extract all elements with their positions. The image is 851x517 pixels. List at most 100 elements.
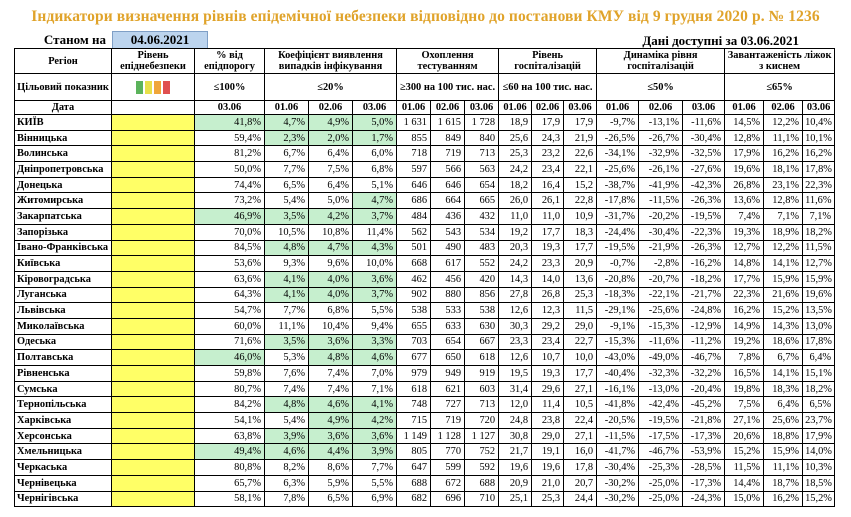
hosp-level-cell: 24,3	[531, 129, 565, 147]
detection-cell: 3,7%	[351, 286, 398, 304]
level-cell	[111, 412, 195, 429]
hosp-level-cell: 20,9	[563, 255, 598, 272]
hosp-level-cell: 23,2	[531, 145, 565, 163]
detection-cell: 1,7%	[351, 129, 398, 147]
testing-cell: 566	[430, 161, 466, 178]
date-pct: 03.06	[194, 100, 265, 115]
level-cell	[111, 114, 195, 131]
level-cell	[111, 474, 195, 492]
date-oxy-3: 03.06	[802, 100, 836, 115]
detection-cell: 10,5%	[264, 223, 309, 241]
date-level-empty	[111, 100, 195, 115]
detection-cell: 7,5%	[308, 161, 353, 178]
region-name: Вінницька	[14, 129, 112, 147]
detection-cell: 5,1%	[351, 176, 398, 194]
testing-cell: 432	[464, 208, 500, 225]
detection-cell: 5,4%	[264, 412, 309, 429]
header-row-dates: Дата 03.06 01.06 02.06 03.06 01.06 02.06…	[14, 100, 836, 115]
hosp-level-cell: 22,7	[563, 333, 598, 351]
hosp-dynamics-cell: -21,7%	[682, 286, 726, 304]
detection-cell: 3,7%	[351, 208, 398, 225]
table-row: Житомирська 73,2% 5,4% 5,0% 4,7% 686 664 665 26,…	[14, 192, 836, 210]
oxygen-cell: 6,4%	[763, 396, 804, 414]
detection-cell: 4,6%	[308, 396, 353, 414]
detection-cell: 6,4%	[308, 176, 353, 194]
hosp-level-cell: 25,3	[531, 490, 565, 508]
oxygen-cell: 17,9%	[724, 145, 765, 163]
level-swatch	[163, 80, 170, 94]
oxygen-cell: 7,1%	[802, 208, 836, 225]
table-row: Київська 53,6% 9,3% 9,6% 10,0% 668 617 552 24,2 2…	[14, 255, 836, 272]
detection-cell: 10,8%	[308, 223, 353, 241]
oxygen-cell: 10,1%	[802, 129, 836, 147]
oxygen-cell: 11,6%	[802, 192, 836, 210]
oxygen-cell: 14,3%	[763, 317, 804, 335]
hosp-level-cell: 29,6	[531, 380, 565, 398]
hosp-level-cell: 26,0	[498, 192, 533, 210]
hosp-level-cell: 24,8	[498, 412, 533, 429]
detection-cell: 6,5%	[264, 176, 309, 194]
oxygen-cell: 25,6%	[763, 412, 804, 429]
header-row-titles: Регіон Рівень епіднебезпеки % від епідпо…	[14, 48, 836, 74]
detection-cell: 8,6%	[308, 459, 353, 476]
oxygen-cell: 12,2%	[763, 239, 804, 257]
hosp-dynamics-cell: -18,2%	[682, 270, 726, 288]
testing-cell: 919	[464, 365, 500, 382]
level-cell	[111, 365, 195, 382]
level-cell	[111, 349, 195, 366]
detection-cell: 4,0%	[308, 270, 353, 288]
hosp-dynamics-cell: -42,4%	[638, 396, 684, 414]
region-name: Черкаська	[14, 459, 112, 476]
hosp-dynamics-cell: -21,8%	[682, 412, 726, 429]
pct-threshold-cell: 54,7%	[194, 302, 265, 319]
hosp-level-cell: 11,5	[563, 302, 598, 319]
detection-cell: 6,0%	[351, 145, 398, 163]
region-name: Донецька	[14, 176, 112, 194]
hosp-level-cell: 18,3	[563, 223, 598, 241]
detection-cell: 5,4%	[264, 192, 309, 210]
oxygen-cell: 18,2%	[802, 380, 836, 398]
data-available-label: Дані доступні за 03.06.2021	[642, 33, 799, 48]
testing-cell: 633	[430, 317, 466, 335]
hosp-level-cell: 24,2	[498, 161, 533, 178]
region-name: Тернопільська	[14, 396, 112, 414]
oxygen-cell: 11,1%	[763, 459, 804, 476]
hosp-dynamics-cell: -30,2%	[596, 490, 640, 508]
table-row: Одеська 71,6% 3,5% 3,6% 3,3% 703 654 667 23,3 23,…	[14, 333, 836, 351]
oxygen-cell: 14,1%	[763, 255, 804, 272]
level-swatches	[111, 73, 195, 101]
hosp-level-cell: 21,0	[531, 474, 565, 492]
detection-cell: 5,0%	[308, 192, 353, 210]
hosp-dynamics-cell: -0,7%	[596, 255, 640, 272]
pct-threshold-cell: 53,6%	[194, 255, 265, 272]
level-cell	[111, 459, 195, 476]
testing-cell: 703	[396, 333, 432, 351]
hosp-dynamics-cell: -40,4%	[596, 365, 640, 382]
hosp-level-cell: 23,4	[531, 161, 565, 178]
hosp-level-cell: 17,7	[563, 239, 598, 257]
hosp-level-cell: 19,5	[498, 365, 533, 382]
hosp-level-cell: 11,4	[531, 396, 565, 414]
hosp-dynamics-cell: -26,3%	[682, 192, 726, 210]
hosp-level-cell: 17,9	[531, 114, 565, 131]
target-detection: ≤20%	[263, 73, 398, 101]
level-swatch	[154, 80, 161, 94]
detection-cell: 3,9%	[351, 443, 398, 461]
hosp-dynamics-cell: -17,3%	[682, 427, 726, 445]
testing-cell: 490	[430, 239, 466, 257]
testing-cell: 621	[430, 380, 466, 398]
hosp-dynamics-cell: -19,5%	[638, 412, 684, 429]
hosp-level-cell: 24,4	[563, 490, 598, 508]
hosp-dynamics-cell: -18,3%	[596, 286, 640, 304]
hosp-dynamics-cell: -22,3%	[682, 223, 726, 241]
detection-cell: 7,4%	[308, 380, 353, 398]
detection-cell: 5,3%	[264, 349, 309, 366]
testing-cell: 562	[396, 223, 432, 241]
oxygen-cell: 15,9%	[802, 270, 836, 288]
testing-cell: 840	[464, 129, 500, 147]
detection-cell: 5,9%	[308, 474, 353, 492]
level-cell	[111, 302, 195, 319]
region-name: Одеська	[14, 333, 112, 351]
hosp-dynamics-cell: -19,5%	[682, 208, 726, 225]
pct-threshold-cell: 80,7%	[194, 380, 265, 398]
